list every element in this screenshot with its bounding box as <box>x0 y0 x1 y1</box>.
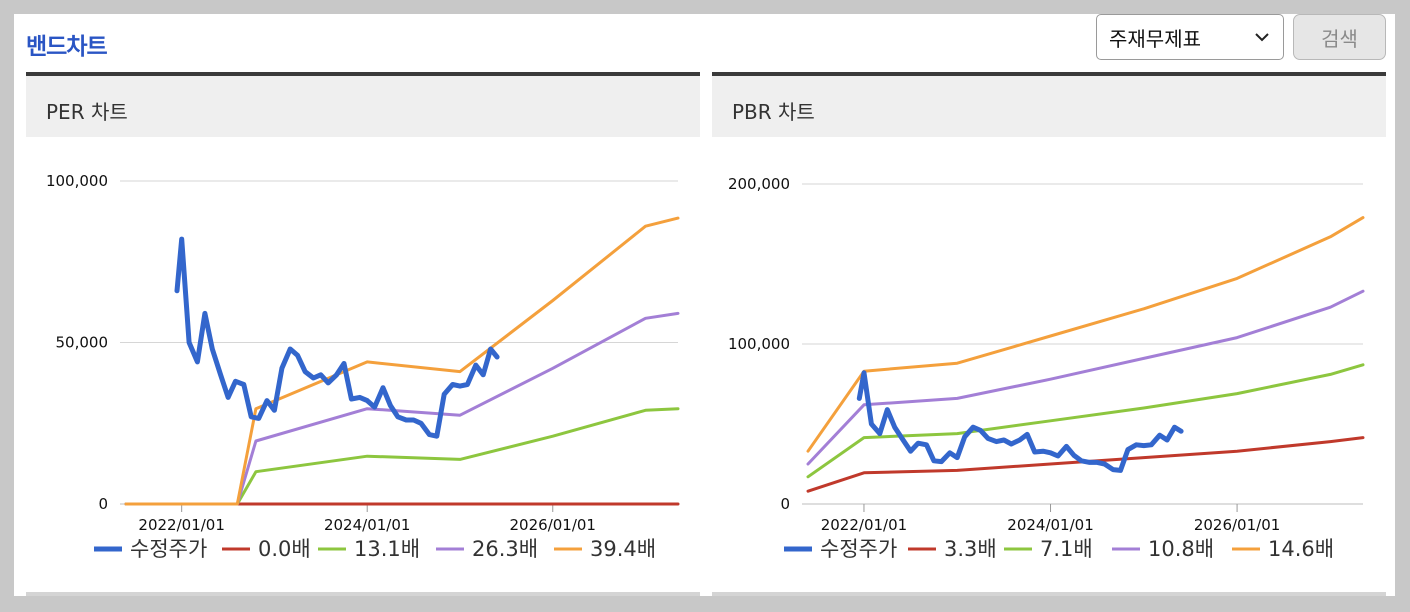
x-tick-label: 2026/01/01 <box>1194 516 1280 534</box>
series-line-price <box>174 236 500 439</box>
series-line-band-4 <box>124 216 680 506</box>
x-tick-label: 2024/01/01 <box>1007 516 1093 534</box>
legend-label: 10.8배 <box>1148 537 1214 561</box>
y-tick-label: 0 <box>780 495 790 513</box>
legend-label: 수정주가 <box>820 537 897 561</box>
legend-label: 3.3배 <box>944 537 997 561</box>
per-chart-title: PER 차트 <box>46 100 128 124</box>
series-line-band-3 <box>806 289 1365 466</box>
legend-label: 26.3배 <box>472 537 538 561</box>
panel-divider <box>26 592 700 596</box>
y-tick-label: 50,000 <box>56 334 109 352</box>
band-chart-page: 밴드차트 주재무제표 검색 PER 차트 0 50,000 100,000 2022/… <box>14 14 1395 596</box>
search-button[interactable]: 검색 <box>1293 14 1386 60</box>
legend-label: 39.4배 <box>590 537 656 561</box>
pbr-chart-panel: PBR 차트 0 100,000 200,000 2022/01/01 2024/01/… <box>712 72 1386 596</box>
pbr-chart-header: PBR 차트 <box>712 72 1386 137</box>
legend-label: 13.1배 <box>354 537 420 561</box>
pbr-chart: 0 100,000 200,000 2022/01/01 2024/01/01 2026/… <box>728 175 1365 561</box>
series-line-band-1 <box>806 436 1365 493</box>
y-tick-label: 0 <box>98 495 108 513</box>
series-line-band-2 <box>806 363 1365 479</box>
legend-label: 수정주가 <box>130 537 207 561</box>
per-chart-header: PER 차트 <box>26 72 700 137</box>
legend-label: 7.1배 <box>1040 537 1093 561</box>
per-chart-panel: PER 차트 0 50,000 100,000 2022/01/01 2024/01/0… <box>26 72 700 596</box>
page-title: 밴드차트 <box>26 34 108 60</box>
chevron-down-icon <box>1255 33 1269 42</box>
legend-label: 0.0배 <box>258 537 311 561</box>
y-tick-label: 100,000 <box>728 335 790 353</box>
x-tick-label: 2024/01/01 <box>324 516 410 534</box>
x-tick-label: 2022/01/01 <box>138 516 224 534</box>
pbr-chart-title: PBR 차트 <box>732 100 815 124</box>
per-chart: 0 50,000 100,000 2022/01/01 2024/01/01 2026/0… <box>46 172 680 561</box>
statement-type-select[interactable]: 주재무제표 <box>1096 14 1284 60</box>
y-tick-label: 100,000 <box>46 172 108 190</box>
legend-label: 14.6배 <box>1268 537 1334 561</box>
select-value: 주재무제표 <box>1109 26 1201 51</box>
y-tick-label: 200,000 <box>728 175 790 193</box>
series-line-band-4 <box>806 216 1365 453</box>
x-tick-label: 2022/01/01 <box>821 516 907 534</box>
x-tick-label: 2026/01/01 <box>510 516 596 534</box>
series-line-price <box>856 370 1184 473</box>
series-line-band-2 <box>124 407 680 506</box>
panel-divider <box>712 592 1386 596</box>
